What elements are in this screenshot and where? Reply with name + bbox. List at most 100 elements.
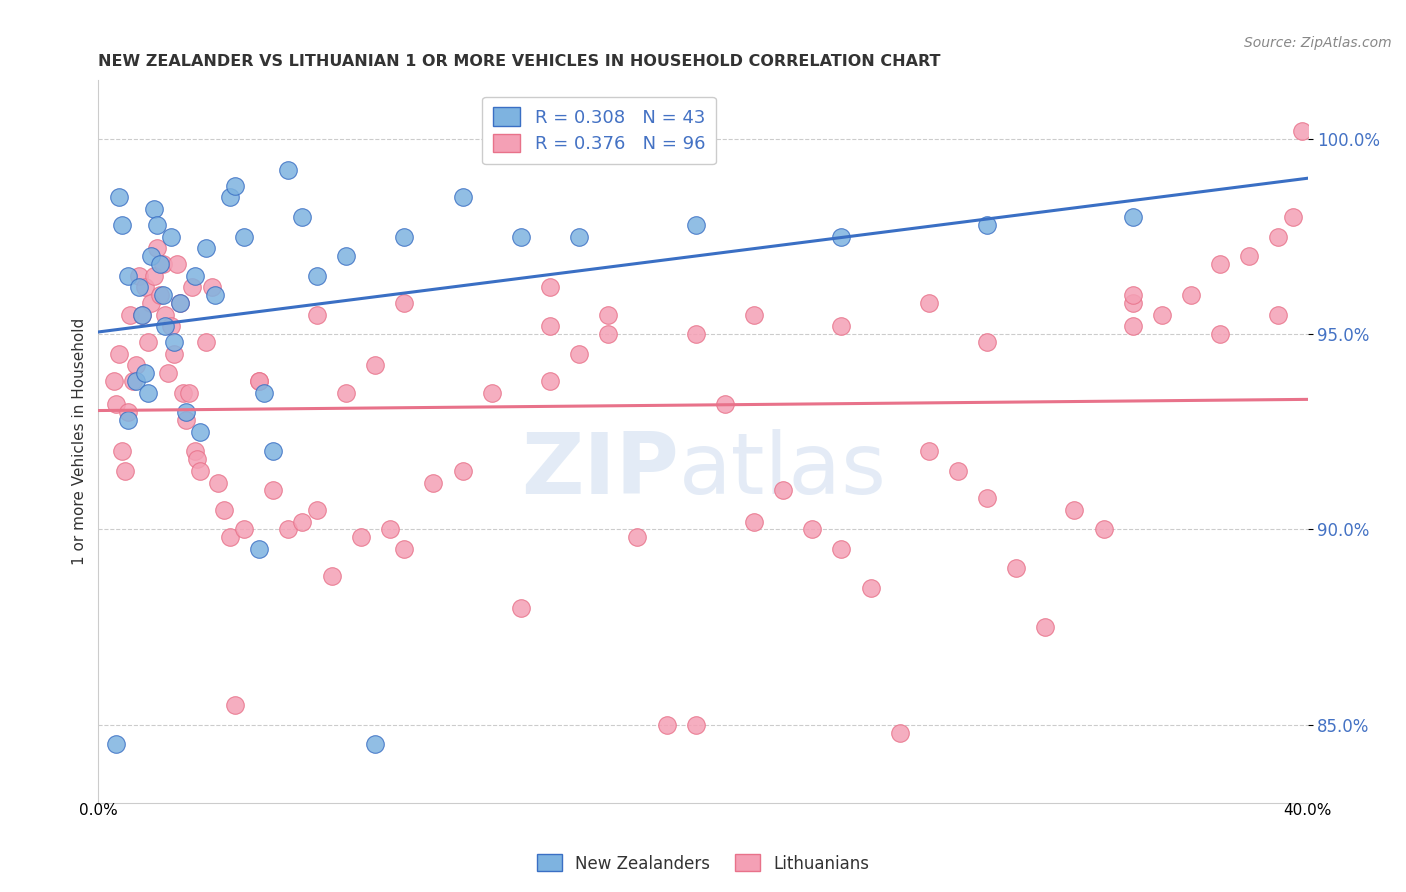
Point [128, 280, 150, 294]
Y-axis label: 1 or more Vehicles in Household: 1 or more Vehicles in Household [72, 318, 87, 566]
Point [247, 541, 270, 556]
Point [451, 190, 474, 204]
Point [291, 210, 314, 224]
Text: NEW ZEALANDER VS LITHUANIAN 1 OR MORE VEHICLES IN HOUSEHOLD CORRELATION CHART: NEW ZEALANDER VS LITHUANIAN 1 OR MORE VE… [98, 54, 941, 70]
Point [1005, 561, 1028, 575]
Point [1092, 523, 1115, 537]
Point [946, 464, 969, 478]
Text: Source: ZipAtlas.com: Source: ZipAtlas.com [1244, 36, 1392, 50]
Point [889, 725, 911, 739]
Point [335, 249, 357, 263]
Point [190, 464, 212, 478]
Point [772, 483, 794, 498]
Point [859, 581, 882, 595]
Point [918, 296, 941, 310]
Point [195, 241, 218, 255]
Point [1122, 210, 1144, 224]
Point [262, 483, 284, 498]
Point [204, 288, 226, 302]
Point [253, 385, 276, 400]
Point [172, 385, 194, 400]
Point [155, 308, 177, 322]
Point [139, 296, 162, 310]
Point [125, 374, 148, 388]
Point [120, 308, 142, 322]
Point [394, 541, 416, 556]
Point [1122, 296, 1144, 310]
Point [122, 374, 145, 388]
Point [830, 541, 852, 556]
Point [1150, 308, 1173, 322]
Point [103, 374, 125, 388]
Point [918, 444, 941, 458]
Point [685, 327, 707, 342]
Point [169, 296, 191, 310]
Point [134, 280, 156, 294]
Point [801, 523, 824, 537]
Point [568, 346, 591, 360]
Point [128, 268, 150, 283]
Point [1180, 288, 1202, 302]
Point [1291, 124, 1313, 138]
Point [218, 190, 240, 204]
Point [714, 397, 737, 411]
Point [233, 523, 256, 537]
Point [976, 218, 998, 232]
Point [108, 190, 131, 204]
Point [277, 523, 299, 537]
Point [224, 698, 246, 713]
Point [538, 280, 561, 294]
Point [626, 530, 648, 544]
Point [742, 308, 765, 322]
Point [152, 257, 174, 271]
Point [134, 366, 156, 380]
Point [104, 397, 127, 411]
Point [149, 288, 172, 302]
Point [139, 249, 162, 263]
Point [305, 268, 328, 283]
Legend: R = 0.308   N = 43, R = 0.376   N = 96: R = 0.308 N = 43, R = 0.376 N = 96 [482, 96, 716, 164]
Point [163, 346, 186, 360]
Point [976, 334, 998, 349]
Point [277, 163, 299, 178]
Point [177, 385, 200, 400]
Point [111, 444, 134, 458]
Point [1267, 308, 1289, 322]
Point [1282, 210, 1305, 224]
Point [291, 515, 314, 529]
Point [136, 385, 159, 400]
Point [1209, 257, 1232, 271]
Point [422, 475, 444, 490]
Point [224, 178, 246, 193]
Point [117, 268, 139, 283]
Point [131, 308, 153, 322]
Point [538, 319, 561, 334]
Point [655, 717, 678, 731]
Point [104, 737, 127, 751]
Point [142, 268, 165, 283]
Point [233, 229, 256, 244]
Point [125, 359, 148, 373]
Point [305, 503, 328, 517]
Point [364, 359, 387, 373]
Text: 0.0%: 0.0% [79, 803, 118, 818]
Point [166, 257, 188, 271]
Point [305, 308, 328, 322]
Point [830, 319, 852, 334]
Point [136, 334, 159, 349]
Legend: New Zealanders, Lithuanians: New Zealanders, Lithuanians [530, 847, 876, 880]
Point [190, 425, 212, 439]
Point [218, 530, 240, 544]
Point [598, 327, 620, 342]
Point [481, 385, 503, 400]
Point [180, 280, 202, 294]
Point [155, 319, 177, 334]
Point [157, 366, 180, 380]
Point [247, 374, 270, 388]
Point [262, 444, 284, 458]
Point [685, 218, 707, 232]
Point [335, 385, 357, 400]
Point [509, 600, 531, 615]
Point [451, 464, 474, 478]
Text: atlas: atlas [679, 429, 887, 512]
